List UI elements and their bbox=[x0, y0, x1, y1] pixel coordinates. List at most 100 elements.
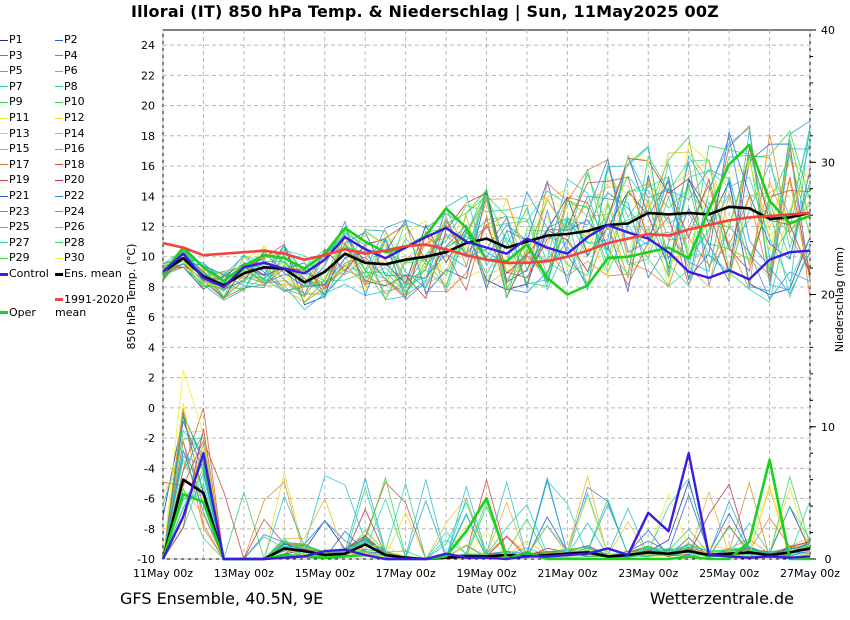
member-precip-line bbox=[162, 419, 811, 560]
legend-swatch bbox=[0, 311, 8, 315]
member-temp-line bbox=[162, 142, 811, 300]
x-tick-label: 25May 00z bbox=[699, 567, 759, 580]
member-temp-line bbox=[162, 147, 811, 300]
control-precip-line bbox=[161, 452, 811, 561]
ens-mean-precip-line bbox=[161, 478, 811, 561]
legend-label: P18 bbox=[64, 157, 85, 171]
legend-label: P28 bbox=[64, 235, 85, 249]
legend-item-p4: P4 bbox=[55, 49, 78, 62]
legend-item-p10: P10 bbox=[55, 95, 85, 108]
legend-item-p18: P18 bbox=[55, 158, 85, 171]
legend-label: P7 bbox=[9, 79, 23, 93]
y2-tick-label: 30 bbox=[821, 156, 835, 169]
legend-swatch bbox=[0, 211, 8, 213]
legend-swatch bbox=[55, 70, 63, 72]
legend-item-p3: P3 bbox=[0, 49, 23, 62]
legend-swatch bbox=[0, 242, 8, 244]
legend-swatch bbox=[55, 148, 63, 150]
1991-2020-mean-temp-line bbox=[162, 211, 811, 265]
y2-tick-label: 40 bbox=[821, 24, 835, 37]
member-precip-line bbox=[162, 466, 811, 560]
legend-label: P29 bbox=[9, 251, 30, 265]
source-label: Wetterzentrale.de bbox=[649, 589, 794, 608]
member-temp-line bbox=[162, 151, 811, 295]
legend-swatch bbox=[0, 257, 8, 259]
y-tick-label: 18 bbox=[141, 130, 155, 143]
legend-swatch bbox=[0, 148, 8, 150]
y-tick-label: 22 bbox=[141, 69, 155, 82]
legend-item-p30: P30 bbox=[55, 251, 85, 264]
legend-swatch bbox=[0, 101, 8, 103]
legend-label: P11 bbox=[9, 111, 30, 124]
chart-title: Illorai (IT) 850 hPa Temp. & Niederschla… bbox=[131, 2, 719, 21]
y-tick-label: 8 bbox=[148, 281, 155, 294]
legend-item-p7: P7 bbox=[0, 80, 23, 93]
y-tick-label: 4 bbox=[148, 341, 155, 354]
control-temp-line bbox=[162, 223, 811, 289]
legend-swatch bbox=[55, 117, 63, 119]
y-tick-label: -8 bbox=[144, 523, 155, 536]
legend-item-p21: P21 bbox=[0, 189, 30, 202]
member-temp-line bbox=[162, 131, 811, 295]
legend-label: P20 bbox=[64, 173, 85, 187]
legend-swatch bbox=[0, 86, 8, 88]
legend-swatch bbox=[55, 86, 63, 88]
legend-item-p12: P12 bbox=[55, 111, 85, 124]
legend-swatch bbox=[0, 164, 8, 166]
legend-swatch bbox=[55, 257, 63, 259]
member-temp-line bbox=[162, 124, 811, 299]
y2-tick-label: 10 bbox=[821, 421, 835, 434]
legend-item-ens-mean: Ens. mean bbox=[55, 267, 122, 280]
y-tick-label: 10 bbox=[141, 251, 155, 264]
legend-swatch bbox=[0, 39, 8, 41]
legend-swatch bbox=[55, 195, 63, 197]
y-tick-label: -4 bbox=[144, 462, 155, 475]
legend-label: P14 bbox=[64, 126, 85, 140]
y-tick-label: 14 bbox=[141, 190, 155, 203]
ens-mean-temp-line bbox=[162, 205, 811, 287]
legend-swatch bbox=[55, 101, 63, 103]
legend-item-control: Control bbox=[0, 267, 49, 280]
legend-swatch bbox=[0, 195, 8, 197]
legend-label: P5 bbox=[9, 64, 23, 78]
legend-item-p5: P5 bbox=[0, 64, 23, 77]
legend-label: P27 bbox=[9, 235, 30, 249]
x-tick-label: 27May 00z bbox=[780, 567, 840, 580]
legend-label: P17 bbox=[9, 157, 30, 171]
x-axis-label: Date (UTC) bbox=[456, 583, 516, 596]
legend-label: P19 bbox=[9, 173, 30, 187]
legend-label: Ens. mean bbox=[64, 267, 122, 280]
member-temp-line bbox=[162, 135, 811, 301]
legend-label: P12 bbox=[64, 111, 85, 124]
legend-item-1991-2020-mean: 1991-2020 mean bbox=[55, 293, 125, 319]
y-axis-label-right: Niederschlag (mm) bbox=[833, 247, 846, 352]
x-tick-label: 23May 00z bbox=[618, 567, 678, 580]
legend-item-p25: P25 bbox=[0, 220, 30, 233]
x-tick-label: 19May 00z bbox=[456, 567, 516, 580]
y2-tick-label: 0 bbox=[825, 553, 832, 566]
member-temp-line bbox=[162, 120, 811, 301]
member-temp-line bbox=[162, 133, 811, 298]
y-tick-label: 20 bbox=[141, 100, 155, 113]
legend-swatch bbox=[0, 70, 8, 72]
legend-label: P15 bbox=[9, 142, 30, 156]
y-tick-label: -10 bbox=[137, 553, 155, 566]
legend-label: Control bbox=[9, 267, 49, 280]
legend-item-p15: P15 bbox=[0, 142, 30, 155]
legend-item-p28: P28 bbox=[55, 236, 85, 249]
member-temp-line bbox=[162, 155, 811, 289]
legend-label: P13 bbox=[9, 126, 30, 140]
legend-label: P10 bbox=[64, 95, 85, 109]
legend-label: P1 bbox=[9, 33, 23, 46]
legend-label: P3 bbox=[9, 48, 23, 62]
legend-label: P25 bbox=[9, 220, 30, 234]
legend-label: P23 bbox=[9, 204, 30, 218]
member-temp-line bbox=[162, 131, 811, 311]
legend-item-p13: P13 bbox=[0, 127, 30, 140]
member-temp-line bbox=[162, 176, 811, 297]
x-tick-label: 15May 00z bbox=[295, 567, 355, 580]
x-tick-label: 21May 00z bbox=[537, 567, 597, 580]
legend-label: Oper bbox=[9, 305, 36, 319]
legend-item-p16: P16 bbox=[55, 142, 85, 155]
